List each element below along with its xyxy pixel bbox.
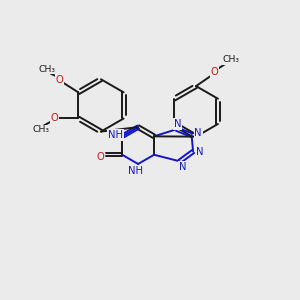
Text: O: O (210, 67, 218, 77)
Text: CH₃: CH₃ (222, 56, 239, 64)
Text: N: N (179, 162, 186, 172)
Text: CH₃: CH₃ (32, 125, 49, 134)
Text: N: N (196, 147, 203, 157)
Text: CH₃: CH₃ (38, 65, 55, 74)
Text: NH: NH (108, 130, 123, 140)
Text: NH: NH (128, 166, 143, 176)
Text: O: O (56, 75, 64, 85)
Text: N: N (194, 128, 202, 138)
Text: N: N (174, 119, 181, 129)
Text: O: O (51, 113, 58, 124)
Text: O: O (97, 152, 104, 162)
